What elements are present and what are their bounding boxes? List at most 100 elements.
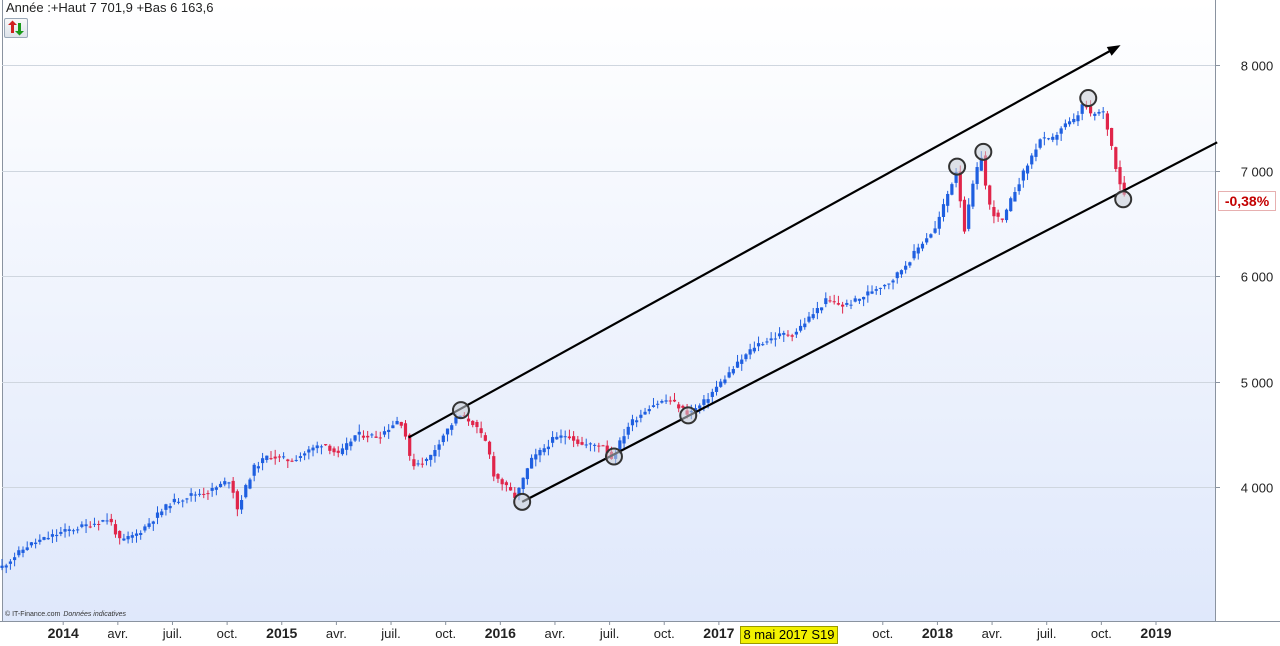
candle-body [265, 455, 269, 460]
candle-body [950, 184, 954, 195]
candle-body [311, 447, 315, 451]
candle-body [841, 304, 845, 307]
candle-body [681, 405, 685, 408]
candle-body [46, 537, 50, 540]
candle-body [765, 341, 769, 343]
candle-body [832, 301, 836, 303]
x-tick-label: avr. [107, 626, 128, 641]
candle-body [916, 247, 920, 254]
candle-body [1122, 182, 1126, 195]
candle-body [42, 537, 46, 540]
candle-body [286, 459, 290, 462]
x-axis: 2014 avr. juil. oct. 2015 avr. juil. oct. 2016 av… [48, 621, 1172, 641]
candle-body [147, 523, 151, 527]
refresh-button[interactable] [4, 18, 28, 38]
candle-body [845, 302, 849, 305]
candle-body [84, 524, 88, 527]
candle-body [1076, 115, 1080, 122]
candle-body [466, 418, 471, 422]
refresh-arrows-icon [8, 20, 24, 36]
candle-body [1072, 118, 1076, 123]
candle-body [441, 435, 445, 443]
candle-body [378, 437, 382, 439]
candle-body [1080, 104, 1084, 114]
candle-body [908, 262, 912, 266]
candle-body [1000, 218, 1004, 220]
candle-body [235, 491, 239, 510]
candle-body [639, 414, 643, 418]
candle-body [1114, 147, 1118, 170]
candle-body [298, 456, 303, 458]
y-tick-label: 8 000 [1241, 59, 1274, 74]
candle-body [1051, 136, 1055, 140]
candle-body [576, 439, 580, 444]
candle-body [244, 485, 248, 498]
candle-body [1009, 198, 1013, 212]
candle-body [811, 314, 815, 319]
candle-body [319, 446, 324, 448]
x-tick-label: oct. [435, 626, 456, 641]
touch-marker [451, 401, 470, 420]
candle-body [1067, 121, 1072, 125]
candle-body [122, 538, 126, 541]
x-tick-label: avr. [982, 626, 1003, 641]
candle-body [155, 512, 160, 518]
candle-body [197, 493, 202, 495]
candle-body [836, 303, 841, 305]
candle-body [504, 482, 508, 486]
candle-body [361, 435, 366, 438]
candle-body [307, 449, 311, 453]
candle-body [500, 479, 504, 485]
candle-body [450, 425, 454, 430]
candle-body [210, 487, 214, 491]
candle-body [80, 524, 84, 527]
candle-body [925, 238, 929, 243]
x-tick-label: 2016 [485, 625, 516, 641]
candle-body [332, 448, 336, 453]
candle-body [126, 536, 130, 540]
candle-body [622, 436, 626, 444]
candle-body [660, 401, 664, 403]
candle-body [1110, 127, 1114, 146]
candle-body [424, 458, 429, 461]
x-tick-label: juil. [599, 626, 620, 641]
candle-body [189, 493, 193, 496]
candle-body [223, 481, 227, 485]
candle-body [408, 434, 412, 456]
candle-body [445, 428, 450, 435]
candle-body [857, 298, 862, 301]
candle-body [643, 411, 647, 415]
candle-body [517, 487, 521, 496]
candle-body [635, 420, 639, 423]
candle-body [202, 493, 206, 495]
candle-body [475, 421, 479, 428]
candle-body [1118, 167, 1122, 185]
y-tick-label: 5 000 [1241, 376, 1274, 391]
candle-body [988, 185, 992, 205]
candle-body [59, 531, 63, 534]
candle-body [941, 204, 946, 217]
candle-body [1030, 155, 1034, 165]
x-tick-label: oct. [1091, 626, 1112, 641]
candle-body [1025, 165, 1030, 174]
candle-body [958, 171, 962, 202]
x-tick-label: 2017 [703, 625, 734, 641]
candle-body [647, 409, 651, 412]
candle-body [954, 172, 958, 183]
candle-body [1046, 138, 1051, 140]
candle-body [34, 542, 38, 545]
candle-body [828, 300, 832, 302]
candle-body [748, 349, 752, 355]
candle-body [105, 520, 109, 522]
candle-body [593, 444, 597, 446]
candle-body [252, 464, 256, 476]
candle-body [525, 468, 529, 480]
candle-body [967, 204, 971, 229]
candle-body [714, 386, 719, 392]
candle-body [996, 212, 1000, 217]
candle-body [887, 283, 891, 285]
candle-body [883, 284, 887, 287]
candle-body [4, 565, 8, 568]
candle-body [508, 487, 513, 491]
candle-body [55, 534, 59, 537]
